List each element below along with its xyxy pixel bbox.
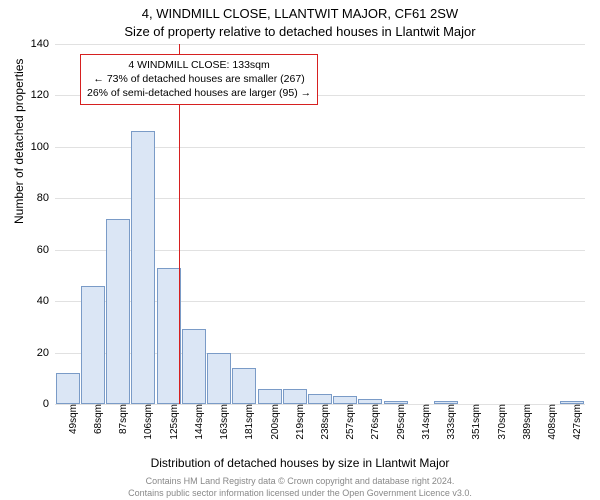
histogram-bar bbox=[258, 389, 282, 404]
histogram-bar bbox=[182, 329, 206, 404]
annotation-line: 4 WINDMILL CLOSE: 133sqm bbox=[87, 58, 311, 72]
y-tick-label: 100 bbox=[31, 141, 49, 153]
x-tick-label: 238sqm bbox=[320, 404, 331, 440]
x-axis-label: Distribution of detached houses by size … bbox=[0, 456, 600, 470]
x-tick-label: 257sqm bbox=[345, 404, 356, 440]
x-tick-label: 181sqm bbox=[244, 404, 255, 440]
footnote-1: Contains HM Land Registry data © Crown c… bbox=[0, 476, 600, 486]
x-tick-label: 68sqm bbox=[93, 404, 104, 434]
y-tick-label: 40 bbox=[37, 295, 49, 307]
x-tick-label: 351sqm bbox=[471, 404, 482, 440]
y-axis-label: Number of detached properties bbox=[12, 59, 26, 224]
x-tick-label: 333sqm bbox=[446, 404, 457, 440]
page-title-line1: 4, WINDMILL CLOSE, LLANTWIT MAJOR, CF61 … bbox=[0, 6, 600, 21]
x-tick-label: 389sqm bbox=[522, 404, 533, 440]
x-tick-label: 427sqm bbox=[572, 404, 583, 440]
histogram-bar bbox=[333, 396, 357, 404]
annotation-box: 4 WINDMILL CLOSE: 133sqm← 73% of detache… bbox=[80, 54, 318, 105]
x-tick-label: 276sqm bbox=[370, 404, 381, 440]
gridline bbox=[55, 44, 585, 45]
y-tick-label: 20 bbox=[37, 347, 49, 359]
histogram-bar bbox=[131, 131, 155, 404]
x-tick-label: 200sqm bbox=[270, 404, 281, 440]
y-tick-label: 140 bbox=[31, 38, 49, 50]
x-tick-label: 49sqm bbox=[68, 404, 79, 434]
footnote-2: Contains public sector information licen… bbox=[0, 488, 600, 498]
x-tick-label: 370sqm bbox=[497, 404, 508, 440]
x-tick-label: 219sqm bbox=[295, 404, 306, 440]
histogram-bar bbox=[232, 368, 256, 404]
y-tick-label: 0 bbox=[43, 398, 49, 410]
histogram-bar bbox=[81, 286, 105, 404]
annotation-line: 26% of semi-detached houses are larger (… bbox=[87, 86, 311, 100]
page-title-line2: Size of property relative to detached ho… bbox=[0, 24, 600, 39]
x-tick-label: 314sqm bbox=[421, 404, 432, 440]
x-tick-label: 106sqm bbox=[143, 404, 154, 440]
x-tick-label: 87sqm bbox=[118, 404, 129, 434]
histogram-bar bbox=[283, 389, 307, 404]
annotation-line: ← 73% of detached houses are smaller (26… bbox=[87, 72, 311, 86]
y-tick-label: 80 bbox=[37, 192, 49, 204]
histogram-bar bbox=[207, 353, 231, 404]
x-tick-label: 163sqm bbox=[219, 404, 230, 440]
x-tick-label: 408sqm bbox=[547, 404, 558, 440]
histogram-bar bbox=[308, 394, 332, 404]
histogram-bar bbox=[157, 268, 181, 404]
x-tick-label: 295sqm bbox=[396, 404, 407, 440]
x-tick-label: 125sqm bbox=[169, 404, 180, 440]
x-tick-label: 144sqm bbox=[194, 404, 205, 440]
y-tick-label: 60 bbox=[37, 244, 49, 256]
histogram-bar bbox=[56, 373, 80, 404]
histogram-bar bbox=[106, 219, 130, 404]
chart-plot-area: 02040608010012014049sqm68sqm87sqm106sqm1… bbox=[55, 44, 585, 404]
y-tick-label: 120 bbox=[31, 89, 49, 101]
